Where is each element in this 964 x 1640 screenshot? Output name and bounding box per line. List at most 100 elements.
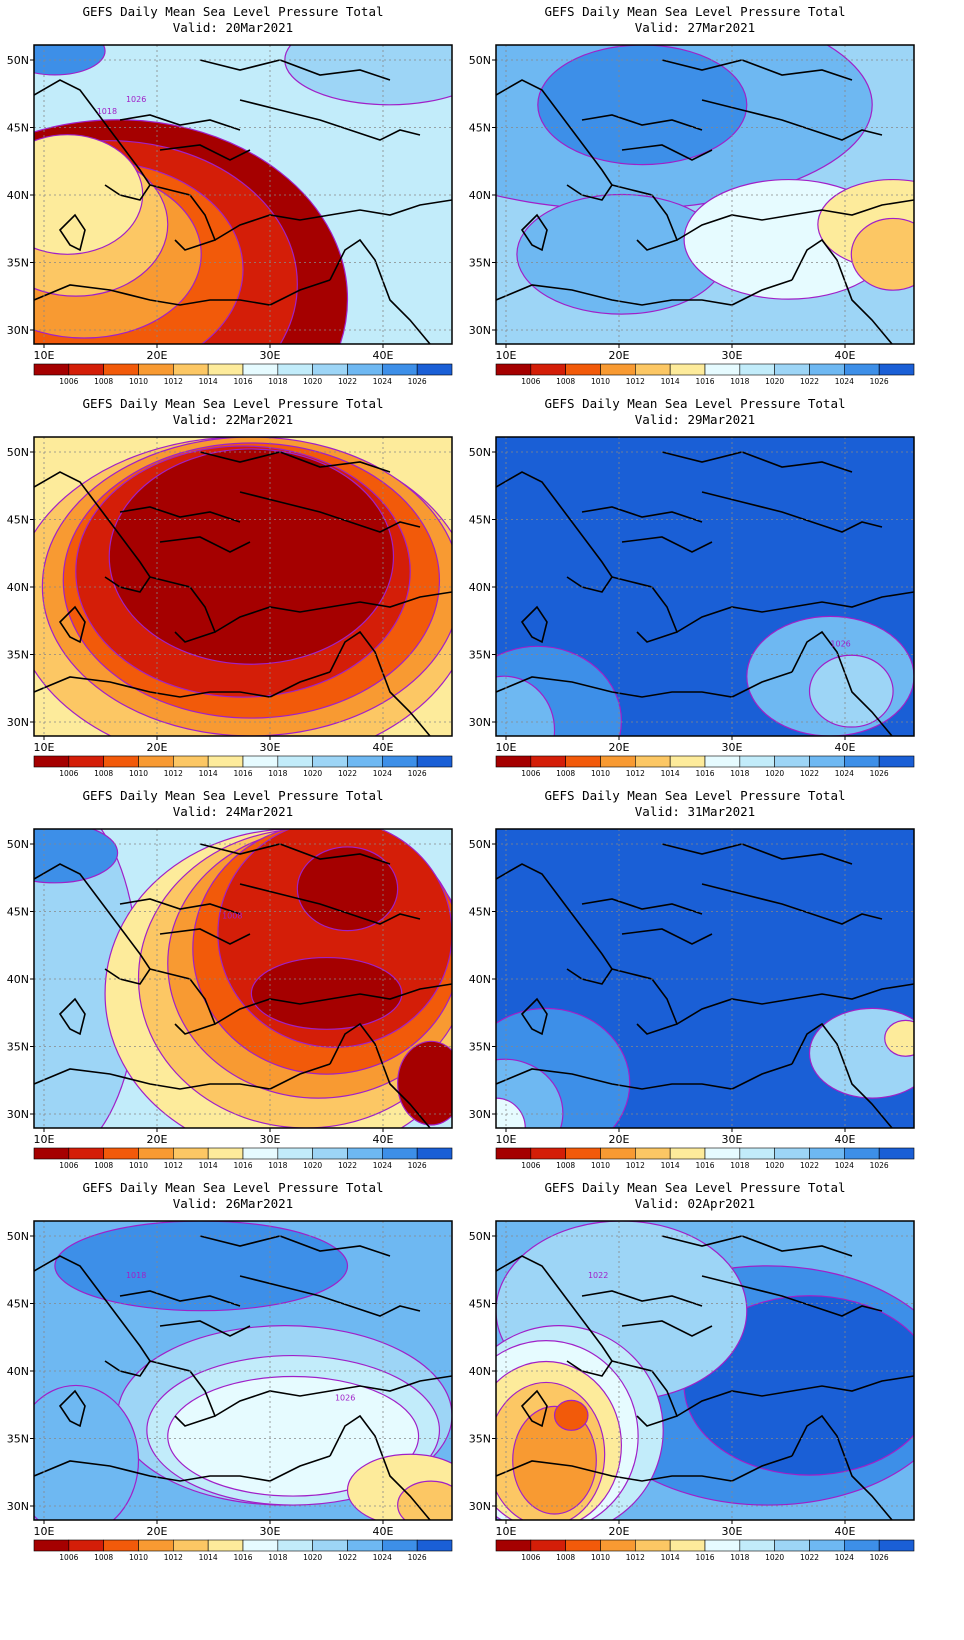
lat-tick-label: 30N [7,716,29,729]
panel-valid-date: Valid: 29Mar2021 [634,412,756,427]
isobar-region [108,448,395,665]
colorbar-swatch [416,363,453,376]
colorbar-label: 1006 [521,1161,540,1170]
colorbar-swatch [103,1539,139,1552]
colorbar-swatch [277,755,313,768]
contour-label: 1026 [126,95,146,104]
colorbar-swatch [635,1147,671,1160]
coastline [661,59,853,81]
panel-valid-date: Valid: 20Mar2021 [172,20,294,35]
lat-tick-label: 35N [7,649,29,662]
colorbar-label: 1026 [408,769,427,778]
coastline [34,79,151,201]
lon-tick-label: 40E [373,1525,394,1538]
coastline [239,491,421,533]
coastline [676,983,914,1025]
isobar-region [34,134,144,255]
colorbar-label: 1022 [338,769,357,778]
lon-tick-label: 20E [609,741,630,754]
coastline [119,898,241,915]
colorbar-label: 1006 [59,769,78,778]
lon-tick-label: 20E [147,349,168,362]
colorbar-label: 1022 [800,1553,819,1562]
coastline [520,605,548,644]
lon-tick-label: 20E [609,1525,630,1538]
colorbar-swatch [173,363,209,376]
colorbar-label: 1026 [408,1161,427,1170]
lat-tick-label: 30N [7,1500,29,1513]
panel-title: GEFS Daily Mean Sea Level Pressure Total [544,396,846,411]
map-panel: 50N 45N 40N 35N 30N 10E 20E 30E 40E 1006 1008 1010 1… [462,0,944,410]
lat-tick-label: 40N [469,1365,491,1378]
coastline [214,591,452,633]
coastline [791,1022,893,1128]
map-panel: 1026 1018 50N 45N 40N 35N 30N 10E 20E 30E 40E 1006 1… [0,1176,482,1586]
colorbar-swatch [382,1539,418,1552]
lon-tick-label: 40E [835,1133,856,1146]
lon-tick-label: 40E [835,1525,856,1538]
lon-tick-label: 10E [496,349,517,362]
colorbar-label: 1022 [800,1161,819,1170]
colorbar-swatch [739,755,775,768]
coastline [496,471,613,593]
lat-tick-label: 35N [469,1041,491,1054]
colorbar-label: 1016 [695,1553,714,1562]
lon-tick-label: 10E [496,1525,517,1538]
lat-tick-label: 40N [7,581,29,594]
map-panel: 1022 50N 45N 40N 35N 30N 10E 20E 30E 40E 1006 1008 1… [462,1176,944,1586]
colorbar-swatch [739,363,775,376]
lat-tick-label: 45N [469,514,491,527]
colorbar-label: 1024 [373,377,392,386]
colorbar-label: 1014 [199,377,218,386]
colorbar-swatch [312,1539,348,1552]
colorbar-swatch [704,1539,741,1552]
contour-label: 1018 [126,1271,146,1280]
lat-tick-label: 30N [469,1108,491,1121]
colorbar-label: 1020 [765,377,784,386]
colorbar-label: 1018 [730,1553,749,1562]
colorbar-label: 1016 [233,769,252,778]
coastline [520,1389,548,1428]
colorbar-label: 1008 [94,769,113,778]
colorbar-label: 1024 [835,1553,854,1562]
lon-tick-label: 30E [260,741,281,754]
colorbar-label: 1026 [870,769,889,778]
colorbar-label: 1020 [765,1553,784,1562]
isobar-region [850,217,914,291]
colorbar-label: 1012 [164,377,183,386]
pressure-map: 1008 50N 45N 40N 35N 30N 10E 20E 30E 40E 1006 1008 1… [7,828,453,1170]
coastline [611,184,679,251]
colorbar-label: 1012 [626,769,645,778]
colorbar-label: 1010 [129,769,148,778]
coastline [214,983,452,1025]
coastline [149,968,217,1035]
colorbar-swatch [173,755,209,768]
coastline [199,843,391,865]
coastline [520,213,548,252]
colorbar-swatch [669,1539,706,1552]
colorbar-label: 1020 [303,1161,322,1170]
colorbar-label: 1014 [661,769,680,778]
map-panel: 1026 50N 45N 40N 35N 30N 10E 20E 30E 40E 1006 1008 1… [462,392,944,802]
colorbar-label: 1010 [129,1161,148,1170]
map-panel: 1026 1018 50N 45N 40N 35N 30N 10E 20E 30E 40E 1006 1… [0,0,482,410]
colorbar-swatch [739,1539,775,1552]
lon-tick-label: 40E [373,349,394,362]
panel-valid-date: Valid: 24Mar2021 [172,804,294,819]
lat-tick-label: 50N [469,446,491,459]
colorbar-swatch [565,755,601,768]
colorbar-swatch [277,1147,313,1160]
colorbar-swatch [600,1147,636,1160]
colorbar-label: 1018 [730,1161,749,1170]
colorbar-swatch [530,1539,566,1552]
colorbar-swatch [242,1539,279,1552]
lat-tick-label: 45N [469,1298,491,1311]
lat-tick-label: 45N [469,122,491,135]
lon-tick-label: 10E [34,1133,55,1146]
colorbar-label: 1014 [199,1161,218,1170]
coastline [329,630,431,736]
isobar-region [397,1480,452,1520]
colorbar-swatch [774,755,810,768]
colorbar-label: 1024 [373,769,392,778]
colorbar-label: 1026 [870,1161,889,1170]
